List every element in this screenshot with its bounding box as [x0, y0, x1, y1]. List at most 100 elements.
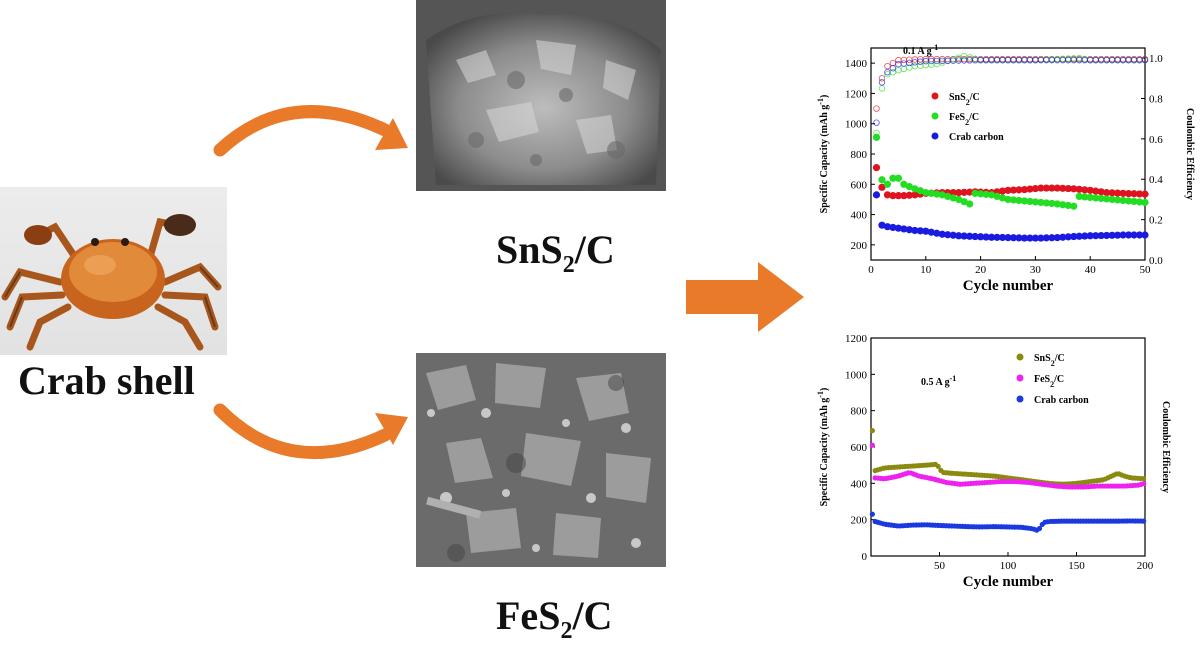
- capacity-point: [998, 187, 1007, 195]
- capacity-point: [1124, 231, 1133, 239]
- crab-photo: [0, 187, 227, 355]
- capacity-point: [944, 231, 952, 239]
- efficiency-point: [878, 75, 886, 82]
- capacity-point: [1015, 186, 1023, 194]
- capacity-point: [1026, 185, 1034, 193]
- curved-arrow-up-icon: [213, 105, 408, 157]
- y-tick-label: 600: [851, 442, 868, 454]
- capacity-point: [1037, 234, 1045, 242]
- sem-image-sns2: [416, 0, 666, 191]
- capacity-point: [1130, 231, 1138, 239]
- capacity-point: [1031, 198, 1039, 206]
- efficiency-point: [1059, 55, 1066, 63]
- x-tick-label: 30: [1030, 264, 1042, 276]
- capacity-point: [869, 511, 875, 517]
- capacity-point: [938, 230, 946, 238]
- series-2: [872, 56, 1149, 242]
- capacity-point: [1020, 185, 1029, 194]
- series-0: [872, 55, 1149, 200]
- capacity-point: [1048, 184, 1056, 192]
- x-tick-label: 100: [1000, 560, 1017, 572]
- capacity-point: [1114, 196, 1122, 204]
- y-tick-label: 200: [851, 515, 868, 527]
- chart-top: 0 10 20 30 40 50 200 400 600 800 1000 1200 1400 0.0 0.…: [816, 43, 1196, 295]
- legend-marker: [931, 132, 939, 140]
- y-tick-label: 800: [851, 149, 868, 161]
- capacity-point: [927, 189, 935, 197]
- series-2: [869, 511, 1147, 533]
- capacity-point: [1036, 525, 1043, 532]
- x-axis-label: Cycle number: [963, 574, 1054, 590]
- series-1: [869, 442, 1147, 490]
- y-tick-label: 200: [851, 240, 868, 252]
- capacity-point: [1097, 194, 1105, 203]
- current-density-annotation: 0.1 A g-1: [903, 43, 938, 58]
- capacity-point: [933, 229, 941, 237]
- capacity-point: [1103, 195, 1111, 203]
- legend-label: Crab carbon: [1034, 395, 1089, 406]
- chart-bottom: 50 100 150 200 0 200 400 600 800 1000 1200 Cycle nu…: [816, 333, 1172, 590]
- x-tick-label: 10: [920, 264, 932, 276]
- efficiency-point: [873, 119, 880, 126]
- capacity-point: [1097, 188, 1105, 196]
- capacity-point: [1042, 234, 1050, 242]
- capacity-point: [1086, 186, 1094, 194]
- capacity-point: [1141, 481, 1147, 487]
- legend-label: SnS2/C: [949, 92, 980, 107]
- capacity-point: [1086, 193, 1094, 202]
- capacity-point: [900, 192, 908, 200]
- efficiency-point: [884, 62, 891, 70]
- capacity-point: [1009, 186, 1018, 194]
- capacity-point: [889, 223, 897, 232]
- y-axis-label: Specific Capacity (mAh g-1): [816, 388, 831, 507]
- capacity-point: [949, 194, 957, 202]
- capacity-point: [955, 232, 963, 240]
- capacity-point: [960, 188, 968, 196]
- capacity-point: [1081, 186, 1089, 194]
- capacity-point: [911, 185, 919, 193]
- capacity-point: [1092, 187, 1100, 195]
- capacity-point: [960, 232, 968, 240]
- efficiency-point: [960, 57, 968, 64]
- capacity-point: [1075, 232, 1083, 240]
- capacity-point: [1103, 231, 1111, 240]
- fes2-caption: FeS2/C: [496, 593, 613, 644]
- capacity-point: [1108, 189, 1116, 197]
- capacity-point: [982, 190, 990, 198]
- legend-marker: [1016, 395, 1024, 403]
- capacity-point: [933, 190, 941, 198]
- capacity-point: [987, 233, 996, 241]
- capacity-point: [1042, 184, 1050, 192]
- capacity-point: [1141, 190, 1149, 198]
- capacity-point: [1075, 192, 1083, 200]
- capacity-point: [987, 191, 996, 199]
- capacity-point: [1075, 185, 1083, 193]
- capacity-point: [1081, 193, 1089, 201]
- crab-icon: [1, 214, 222, 351]
- capacity-point: [1031, 184, 1039, 193]
- capacity-point: [998, 194, 1007, 202]
- y-tick-label: 600: [851, 179, 868, 191]
- series-1: [872, 52, 1149, 210]
- capacity-point: [944, 192, 952, 200]
- capacity-point: [1048, 199, 1056, 208]
- capacity-point: [916, 227, 924, 235]
- capacity-point: [894, 192, 902, 200]
- capacity-point: [872, 133, 881, 141]
- y-tick-label: 1000: [845, 119, 868, 131]
- y-tick-label: 1200: [845, 88, 868, 100]
- capacity-point: [878, 183, 886, 191]
- sem-micrograph-fes2-icon: [416, 353, 666, 567]
- y-tick-label: 1000: [845, 369, 868, 381]
- capacity-point: [1064, 233, 1072, 241]
- y-tick-label: 400: [851, 210, 868, 222]
- efficiency-point: [889, 64, 897, 72]
- capacity-point: [1020, 234, 1029, 242]
- capacity-point: [1031, 234, 1039, 242]
- capacity-point: [1124, 189, 1133, 198]
- legend-marker: [1016, 353, 1024, 361]
- efficiency-point: [873, 105, 880, 112]
- crab-shell-caption: Crab shell: [18, 358, 195, 403]
- efficiency-point: [884, 71, 891, 78]
- capacity-point: [905, 182, 913, 191]
